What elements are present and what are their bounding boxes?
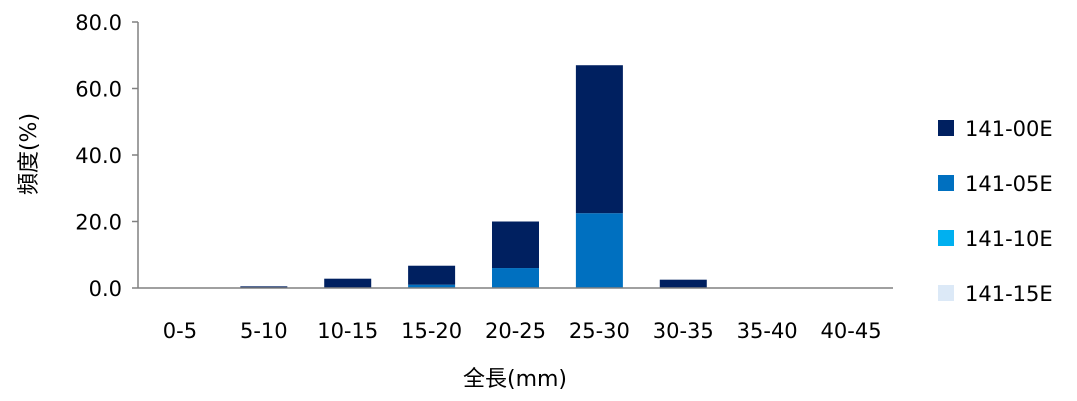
legend-swatch	[938, 285, 954, 301]
bar-segment	[492, 221, 539, 269]
legend-swatch	[938, 230, 954, 246]
axes	[132, 21, 893, 289]
x-tick-label: 15-20	[401, 319, 462, 343]
bar-segment	[492, 268, 539, 288]
bar-segment	[240, 286, 288, 288]
x-tick-label: 30-35	[653, 319, 714, 343]
legend: 141-00E 141-05E 141-10E 141-15E	[938, 117, 1053, 306]
legend-label: 141-00E	[965, 117, 1053, 141]
x-tick-label: 35-40	[737, 319, 798, 343]
legend-swatch	[938, 120, 954, 136]
legend-label: 141-15E	[965, 282, 1053, 306]
y-tick-label: 60.0	[75, 78, 122, 102]
x-axis-title: 全長(mm)	[463, 367, 567, 392]
bar-segment	[324, 278, 372, 288]
y-tick-label: 0.0	[89, 277, 122, 301]
y-axis-ticks: 0.0 20.0 40.0 60.0 80.0	[75, 11, 122, 301]
y-tick-label: 80.0	[75, 11, 122, 35]
legend-label: 141-10E	[965, 227, 1053, 251]
x-tick-label: 0-5	[163, 319, 197, 343]
x-tick-label: 25-30	[569, 319, 630, 343]
legend-label: 141-05E	[965, 172, 1053, 196]
x-tick-label: 20-25	[485, 319, 546, 343]
y-tick-label: 40.0	[75, 144, 122, 168]
bar-segment	[575, 213, 623, 288]
legend-swatch	[938, 175, 954, 191]
y-axis-title: 頻度(%)	[17, 113, 42, 195]
bars	[240, 65, 707, 288]
bar-segment	[408, 265, 456, 285]
x-tick-label: 5-10	[240, 319, 288, 343]
x-tick-label: 40-45	[821, 319, 882, 343]
x-axis-ticks: 0-5 5-10 10-15 15-20 20-25 25-30 30-35 35-40 40-…	[163, 319, 882, 343]
bar-segment	[408, 284, 456, 288]
x-tick-label: 10-15	[317, 319, 378, 343]
bar-segment	[659, 279, 707, 288]
bar-segment	[575, 65, 623, 214]
y-tick-label: 20.0	[75, 211, 122, 235]
